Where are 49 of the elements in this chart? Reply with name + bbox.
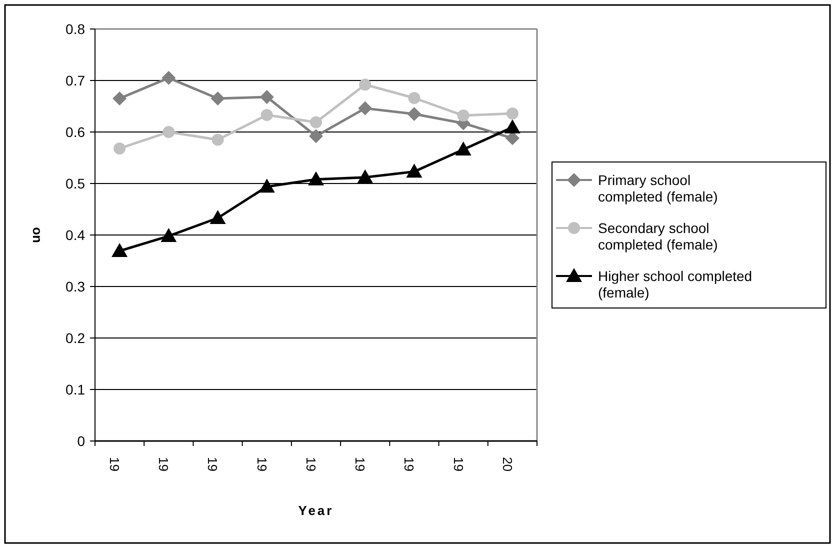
y-tick-label: 0.4 xyxy=(66,226,86,243)
x-tick-label: 19 xyxy=(254,457,270,472)
point xyxy=(210,92,225,106)
legend-label: Primary school completed (female) xyxy=(598,172,718,205)
y-tick-label: 0 xyxy=(77,432,86,449)
x-tick-label: 19 xyxy=(402,457,417,472)
point xyxy=(162,126,175,138)
y-tick-label: 0.1 xyxy=(66,381,86,398)
y-tick-label: 0.8 xyxy=(66,20,86,37)
point xyxy=(260,109,273,122)
y-axis-title: on xyxy=(30,227,45,243)
point xyxy=(309,129,323,144)
point xyxy=(359,78,372,91)
y-tick-label: 0.5 xyxy=(66,175,86,192)
point xyxy=(114,142,126,154)
point xyxy=(162,70,176,85)
x-tick-label: 19 xyxy=(205,457,220,472)
point xyxy=(506,107,518,120)
point xyxy=(505,131,520,146)
y-tick-label: 0.3 xyxy=(66,278,86,294)
x-tick-label: 19 xyxy=(156,457,172,472)
legend-label: Secondary school completed (female) xyxy=(598,220,718,253)
y-tick-label: 0.7 xyxy=(66,72,86,88)
y-tick-label: 0.6 xyxy=(66,124,86,140)
x-tick-label: 19 xyxy=(450,457,466,472)
point xyxy=(406,164,422,178)
point xyxy=(407,106,422,121)
point xyxy=(260,90,274,104)
point xyxy=(258,178,275,193)
x-tick-label: 19 xyxy=(352,457,368,472)
y-tick-label: 0.2 xyxy=(66,330,86,346)
point xyxy=(310,116,322,128)
x-tick-label: 19 xyxy=(303,457,318,472)
point xyxy=(358,101,372,116)
point xyxy=(357,169,374,184)
x-tick-label: 19 xyxy=(107,457,122,472)
point xyxy=(457,110,470,122)
point xyxy=(212,134,224,146)
point xyxy=(112,242,128,257)
point xyxy=(210,210,226,224)
point xyxy=(160,228,177,242)
point xyxy=(504,119,520,134)
point xyxy=(308,171,324,186)
point xyxy=(112,92,127,106)
x-axis-title: Year xyxy=(298,503,334,518)
point xyxy=(455,142,472,156)
point xyxy=(408,92,420,104)
x-tick-label: 20 xyxy=(500,457,515,472)
legend-label: Higher school completed (female) xyxy=(598,268,752,301)
